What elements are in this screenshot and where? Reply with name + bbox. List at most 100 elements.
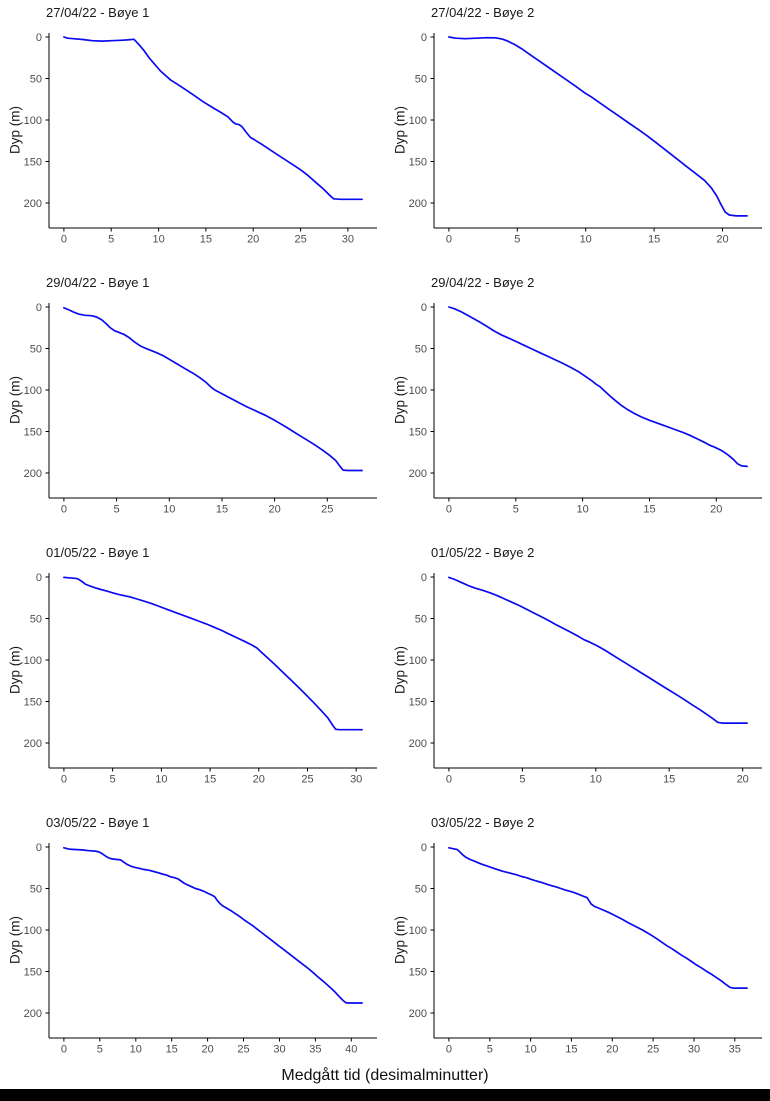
svg-text:150: 150 xyxy=(409,966,427,978)
plot-panel: 0 50 100 150 200 0 5 10 15 20 25 30 xyxy=(24,572,377,786)
svg-text:0: 0 xyxy=(421,572,427,584)
svg-text:15: 15 xyxy=(565,1044,577,1056)
chart-grid: 0 50 100 150 200 0 5 10 15 20 25 30 27/04/22 - Bøye… xyxy=(0,0,770,1062)
subplot-29-04-22-boye-1: 0 50 100 150 200 0 5 10 15 20 25 29/04/22 - Bøye 1… xyxy=(0,270,385,540)
svg-text:0: 0 xyxy=(36,572,42,584)
svg-text:150: 150 xyxy=(24,966,42,978)
svg-text:20: 20 xyxy=(737,774,749,786)
svg-text:0: 0 xyxy=(421,32,427,44)
svg-text:10: 10 xyxy=(130,1044,142,1056)
svg-text:30: 30 xyxy=(350,774,362,786)
svg-text:0: 0 xyxy=(446,234,452,246)
svg-text:40: 40 xyxy=(345,1044,357,1056)
svg-text:20: 20 xyxy=(268,504,280,516)
plot-panel: 0 50 100 150 200 0 5 10 15 20 xyxy=(409,32,762,246)
svg-text:50: 50 xyxy=(30,343,42,355)
y-axis-label: Dyp (m) xyxy=(392,916,408,964)
svg-text:0: 0 xyxy=(421,842,427,854)
svg-text:5: 5 xyxy=(114,504,120,516)
chart-title: 29/04/22 - Bøye 2 xyxy=(431,275,535,290)
svg-text:5: 5 xyxy=(513,504,519,516)
svg-text:10: 10 xyxy=(152,234,164,246)
svg-text:10: 10 xyxy=(155,774,167,786)
svg-text:0: 0 xyxy=(61,1044,67,1056)
y-axis-label: Dyp (m) xyxy=(392,106,408,154)
svg-text:200: 200 xyxy=(24,198,42,210)
svg-text:50: 50 xyxy=(30,883,42,895)
y-axis-label: Dyp (m) xyxy=(392,646,408,694)
svg-text:200: 200 xyxy=(24,468,42,480)
svg-text:100: 100 xyxy=(24,925,42,937)
svg-text:25: 25 xyxy=(237,1044,249,1056)
svg-text:200: 200 xyxy=(409,468,427,480)
chart-title: 01/05/22 - Bøye 1 xyxy=(46,545,150,560)
svg-text:10: 10 xyxy=(163,504,175,516)
svg-text:25: 25 xyxy=(301,774,313,786)
chart-title: 03/05/22 - Bøye 2 xyxy=(431,815,535,830)
svg-text:5: 5 xyxy=(108,234,114,246)
svg-text:0: 0 xyxy=(36,842,42,854)
svg-text:100: 100 xyxy=(24,655,42,667)
x-axis-label: Medgått tid (desimalminutter) xyxy=(281,1066,489,1084)
svg-text:30: 30 xyxy=(342,234,354,246)
svg-text:150: 150 xyxy=(24,156,42,168)
svg-text:5: 5 xyxy=(519,774,525,786)
y-axis-label: Dyp (m) xyxy=(7,916,23,964)
chart-title: 01/05/22 - Bøye 2 xyxy=(431,545,535,560)
svg-text:10: 10 xyxy=(576,504,588,516)
svg-text:20: 20 xyxy=(247,234,259,246)
svg-text:200: 200 xyxy=(409,1008,427,1020)
subplot-29-04-22-boye-2: 0 50 100 150 200 0 5 10 15 20 29/04/22 - Bøye 2 D… xyxy=(385,270,770,540)
svg-text:20: 20 xyxy=(201,1044,213,1056)
svg-text:150: 150 xyxy=(24,426,42,438)
svg-text:50: 50 xyxy=(415,343,427,355)
svg-text:50: 50 xyxy=(415,883,427,895)
svg-text:0: 0 xyxy=(61,504,67,516)
svg-text:200: 200 xyxy=(409,738,427,750)
svg-text:25: 25 xyxy=(321,504,333,516)
subplot-27-04-22-boye-2: 0 50 100 150 200 0 5 10 15 20 27/04/22 - Bøye 2 D… xyxy=(385,0,770,270)
svg-text:150: 150 xyxy=(409,696,427,708)
svg-text:5: 5 xyxy=(110,774,116,786)
svg-text:15: 15 xyxy=(204,774,216,786)
svg-text:35: 35 xyxy=(309,1044,321,1056)
svg-text:100: 100 xyxy=(409,385,427,397)
plot-panel: 0 50 100 150 200 0 5 10 15 20 xyxy=(409,302,762,516)
svg-text:0: 0 xyxy=(61,234,67,246)
y-axis-label: Dyp (m) xyxy=(7,106,23,154)
svg-text:0: 0 xyxy=(446,1044,452,1056)
svg-text:15: 15 xyxy=(663,774,675,786)
svg-text:200: 200 xyxy=(24,1008,42,1020)
svg-text:0: 0 xyxy=(36,302,42,314)
svg-text:0: 0 xyxy=(446,774,452,786)
y-axis-label: Dyp (m) xyxy=(7,646,23,694)
svg-text:100: 100 xyxy=(409,115,427,127)
plot-panel: 0 50 100 150 200 0 5 10 15 20 25 xyxy=(24,302,377,516)
subplot-03-05-22-boye-2: 0 50 100 150 200 0 5 10 15 20 25 30 35 03/05/22 - Bø… xyxy=(385,810,770,1062)
svg-text:0: 0 xyxy=(36,32,42,44)
svg-text:5: 5 xyxy=(97,1044,103,1056)
svg-text:15: 15 xyxy=(648,234,660,246)
subplot-03-05-22-boye-1: 0 50 100 150 200 0 5 10 15 20 25 30 35 40 03/05/22 - … xyxy=(0,810,385,1062)
x-axis-label-row: Medgått tid (desimalminutter) xyxy=(0,1062,770,1089)
svg-text:30: 30 xyxy=(273,1044,285,1056)
svg-text:15: 15 xyxy=(166,1044,178,1056)
svg-text:200: 200 xyxy=(409,198,427,210)
plot-panel: 0 50 100 150 200 0 5 10 15 20 25 30 35 40 xyxy=(24,842,377,1056)
svg-text:10: 10 xyxy=(580,234,592,246)
subplot-01-05-22-boye-1: 0 50 100 150 200 0 5 10 15 20 25 30 01/05/22 - Bøye… xyxy=(0,540,385,810)
svg-text:10: 10 xyxy=(524,1044,536,1056)
y-axis-label: Dyp (m) xyxy=(392,376,408,424)
svg-text:20: 20 xyxy=(710,504,722,516)
chart-title: 29/04/22 - Bøye 1 xyxy=(46,275,150,290)
svg-text:35: 35 xyxy=(729,1044,741,1056)
svg-text:200: 200 xyxy=(24,738,42,750)
svg-text:0: 0 xyxy=(421,302,427,314)
svg-text:150: 150 xyxy=(409,156,427,168)
plot-panel: 0 50 100 150 200 0 5 10 15 20 25 30 35 xyxy=(409,842,762,1056)
svg-text:15: 15 xyxy=(200,234,212,246)
svg-text:150: 150 xyxy=(409,426,427,438)
svg-text:20: 20 xyxy=(253,774,265,786)
subplot-27-04-22-boye-1: 0 50 100 150 200 0 5 10 15 20 25 30 27/04/22 - Bøye… xyxy=(0,0,385,270)
